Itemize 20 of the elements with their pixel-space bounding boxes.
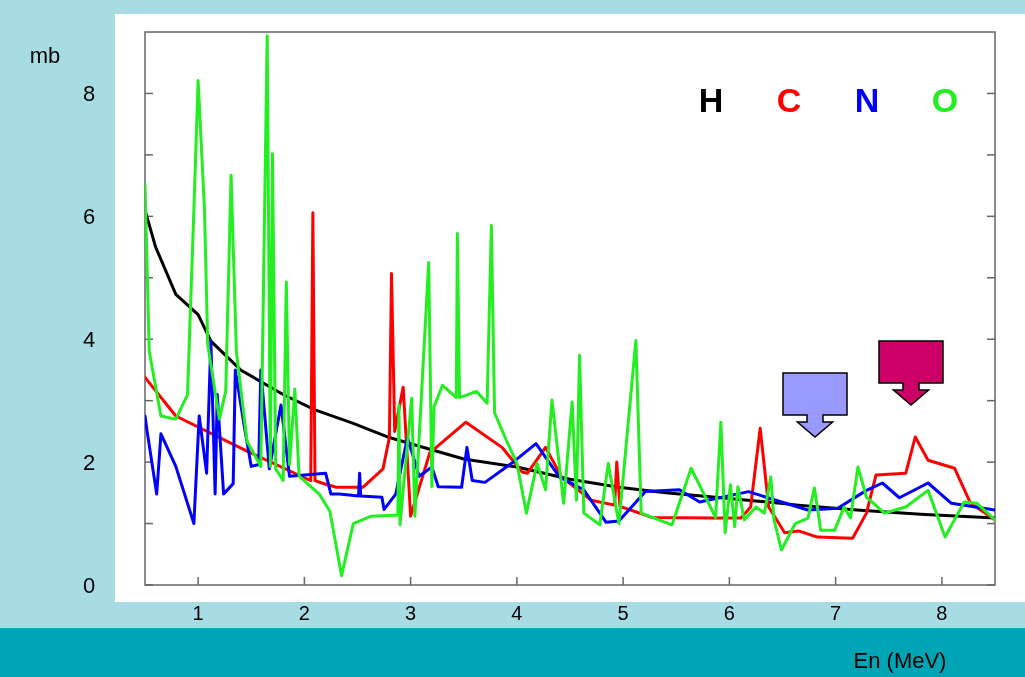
- x-tick-label: 6: [723, 602, 735, 624]
- x-tick-label: 4: [511, 602, 523, 624]
- y-tick-label: 2: [82, 450, 96, 476]
- y-tick-label: 4: [82, 327, 96, 353]
- y-axis-title: mb: [29, 43, 61, 68]
- y-tick-label: 6: [82, 204, 96, 230]
- y-tick-label: 0: [82, 573, 96, 598]
- text: N: [854, 81, 880, 119]
- x-tick-label: 8: [936, 602, 948, 624]
- text: C: [776, 81, 802, 119]
- x-tick-label: 2: [298, 602, 310, 624]
- line-series: [145, 34, 995, 578]
- y-tick-label: 8: [82, 81, 96, 107]
- x-tick-label: 1: [192, 602, 204, 624]
- text: H: [698, 81, 724, 119]
- x-tick-label: 7: [830, 602, 842, 624]
- x-tick-label: 3: [405, 602, 417, 624]
- x-axis-title: En (MeV): [853, 648, 947, 673]
- text: O: [931, 81, 959, 119]
- x-tick-label: 5: [617, 602, 629, 624]
